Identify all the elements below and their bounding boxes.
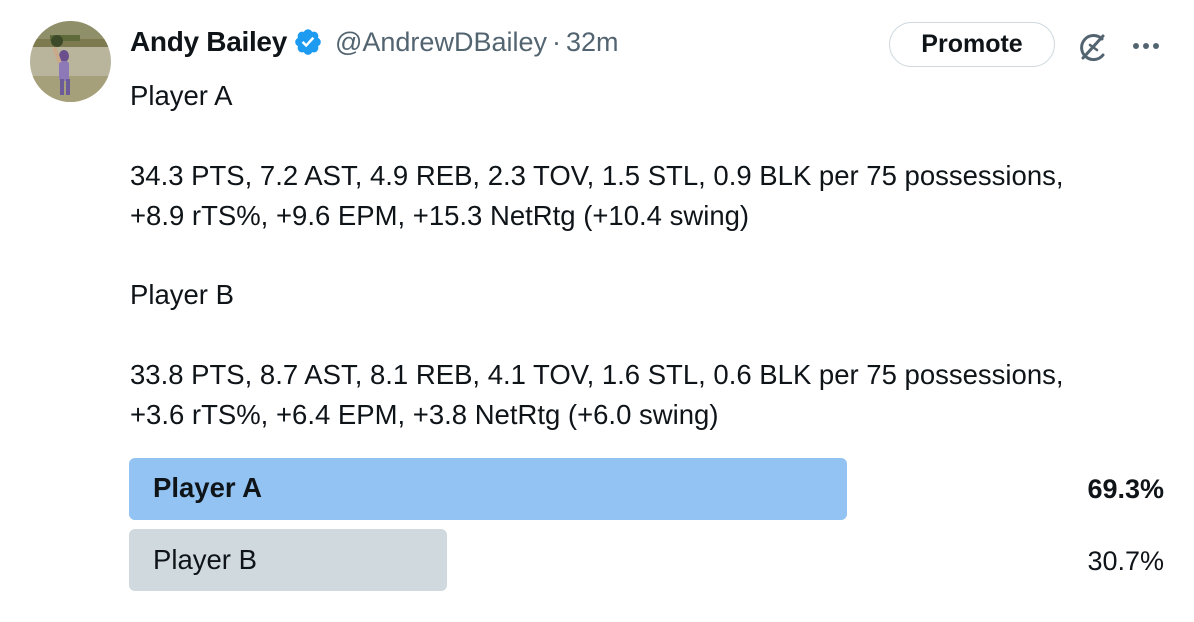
tweet-text-player-b-heading: Player B [130, 279, 234, 310]
poll-option-a-bar [129, 458, 847, 520]
tweet-text-player-b-stats-2: +3.6 rTS%, +6.4 EPM, +3.8 NetRtg (+6.0 s… [130, 399, 719, 430]
tweet-text-player-a-heading: Player A [130, 80, 233, 111]
avatar[interactable] [30, 21, 111, 102]
poll-option-b-label: Player B [153, 544, 257, 575]
author-handle[interactable]: @AndrewDBailey [334, 26, 547, 57]
poll-option-a-label: Player A [153, 472, 263, 503]
verified-badge-icon [293, 27, 323, 57]
author-name[interactable]: Andy Bailey [130, 26, 287, 57]
poll-option-a-percent: 69.3% [1087, 474, 1164, 504]
header-separator: · [551, 26, 561, 57]
avatar-photo [30, 21, 111, 102]
timestamp[interactable]: 32m [565, 26, 619, 57]
more-icon[interactable] [1128, 32, 1164, 60]
grok-icon[interactable] [1072, 28, 1112, 68]
poll-option-b-bar [129, 529, 447, 591]
tweet-text-player-a-stats-2: +8.9 rTS%, +9.6 EPM, +15.3 NetRtg (+10.4… [130, 200, 750, 231]
tweet-text-player-a-stats-1: 34.3 PTS, 7.2 AST, 4.9 REB, 2.3 TOV, 1.5… [130, 160, 1064, 191]
promote-button[interactable]: Promote [889, 22, 1055, 67]
tweet-header: Andy Bailey @AndrewDBailey · 32m [130, 22, 619, 62]
poll-option-b-percent: 30.7% [1087, 546, 1164, 576]
tweet-text-player-b-stats-1: 33.8 PTS, 8.7 AST, 8.1 REB, 4.1 TOV, 1.6… [130, 359, 1064, 390]
